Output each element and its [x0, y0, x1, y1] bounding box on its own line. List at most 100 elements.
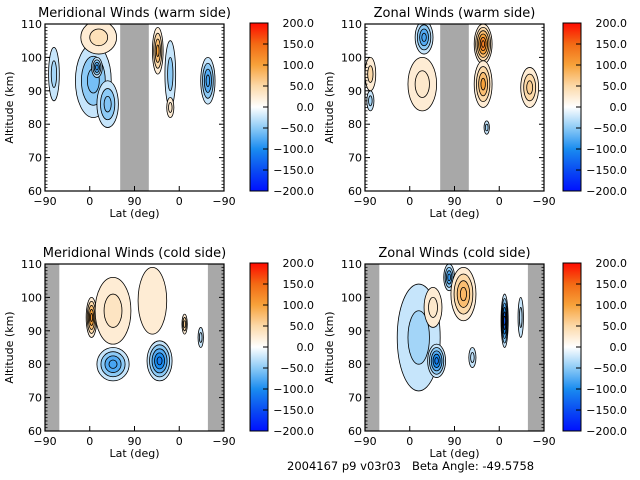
contour-level — [480, 77, 486, 91]
contour-feature — [94, 276, 132, 345]
x-tick-label: 0 — [406, 435, 413, 448]
y-tick-label: 80 — [28, 118, 42, 131]
colorbar-tick-label: 150.0 — [283, 38, 315, 51]
colorbar-tick-label: −200.0 — [273, 425, 314, 438]
colorbar-tick-label: 0.0 — [610, 341, 628, 354]
contour-feature — [137, 266, 168, 335]
nodata-band — [120, 24, 149, 191]
y-tick-label: 110 — [341, 18, 362, 31]
colorbar-tick-label: 100.0 — [596, 299, 628, 312]
y-tick-label: 100 — [21, 51, 42, 64]
y-tick-label: 90 — [28, 325, 42, 338]
y-tick-label: 80 — [28, 358, 42, 371]
contour-level — [481, 40, 486, 48]
colorbar-tick-label: 150.0 — [596, 38, 628, 51]
colorbar-tick-label: 50.0 — [290, 80, 315, 93]
colorbar-tick-label: −50.0 — [280, 362, 314, 375]
y-tick-label: 90 — [28, 85, 42, 98]
contour-feature — [80, 24, 117, 55]
colorbar: 200.0 150.0 100.0 50.0 0.0 −50.0 −100.0 −150.0 −… — [249, 257, 315, 438]
contour-feature — [500, 293, 509, 348]
colorbar-tick-label: 100.0 — [283, 299, 315, 312]
contour-level — [137, 266, 168, 335]
plot-background — [45, 264, 224, 431]
contour-feature — [85, 296, 98, 338]
y-axis-label: Altitude (km) — [3, 311, 16, 383]
chart-title: Zonal Winds (warm side) — [374, 6, 536, 21]
y-axis-label: Altitude (km) — [323, 71, 336, 143]
colorbar-tick-label: 200.0 — [596, 257, 628, 270]
y-tick-label: 70 — [348, 392, 362, 405]
y-tick-label: 60 — [348, 185, 362, 198]
nodata-band — [45, 264, 60, 431]
x-tick-label: −90 — [532, 195, 555, 208]
contour-feature — [414, 24, 434, 55]
x-tick-label: 90 — [448, 195, 462, 208]
colorbar-tick-label: 50.0 — [603, 320, 628, 333]
contour-feature — [423, 286, 443, 328]
contour-level — [103, 293, 123, 328]
x-tick-label: −90 — [212, 195, 235, 208]
colorbar-tick-label: −50.0 — [593, 122, 627, 135]
colorbar-tick-label: 100.0 — [283, 59, 315, 72]
colorbar-tick-label: −200.0 — [586, 425, 627, 438]
contour-level — [503, 315, 507, 326]
footer-pass: p9 — [341, 459, 357, 473]
y-tick-label: 60 — [28, 425, 42, 438]
contour-level — [168, 102, 173, 113]
x-tick-label: 90 — [128, 195, 142, 208]
contour-feature — [48, 46, 60, 102]
colorbar-tick-label: −150.0 — [586, 404, 627, 417]
contour-feature — [520, 67, 540, 108]
colorbar-tick-label: 150.0 — [596, 278, 628, 291]
colorbar-tick-label: 50.0 — [603, 80, 628, 93]
contour-level — [414, 70, 430, 98]
colorbar-tick-label: −100.0 — [586, 383, 627, 396]
x-tick-label: 0 — [86, 195, 93, 208]
y-tick-label: 90 — [348, 85, 362, 98]
chart-title: Meridional Winds (warm side) — [38, 6, 231, 21]
y-tick-label: 70 — [348, 152, 362, 165]
contour-feature — [166, 97, 175, 118]
x-tick-label: 0 — [86, 435, 93, 448]
colorbar-tick-label: 0.0 — [297, 101, 315, 114]
colorbar: 200.0 150.0 100.0 50.0 0.0 −50.0 −100.0 −150.0 −… — [249, 17, 315, 198]
x-axis-label: Lat (deg) — [110, 447, 160, 460]
contour-level — [470, 352, 475, 363]
colorbar-tick-label: −100.0 — [586, 143, 627, 156]
colorbar-tick-label: −150.0 — [273, 164, 314, 177]
contour-feature — [473, 24, 493, 65]
contour-feature — [91, 56, 103, 78]
contour-feature — [200, 57, 216, 105]
x-tick-label: 90 — [128, 435, 142, 448]
footer-version: v03r03 — [360, 459, 401, 473]
x-tick-label: −90 — [532, 435, 555, 448]
colorbar-tick-label: −200.0 — [586, 185, 627, 198]
plot-area — [365, 24, 544, 191]
x-tick-label: 0 — [496, 195, 503, 208]
contour-level — [434, 357, 439, 365]
y-tick-label: 100 — [21, 291, 42, 304]
contour-level — [367, 65, 374, 83]
y-tick-label: 80 — [348, 358, 362, 371]
contour-feature — [427, 343, 446, 378]
colorbar-tick-label: 0.0 — [610, 101, 628, 114]
contour-level — [103, 95, 112, 113]
x-tick-label: 0 — [176, 195, 183, 208]
y-tick-label: 100 — [341, 291, 362, 304]
x-tick-label: −90 — [33, 435, 56, 448]
y-tick-label: 110 — [21, 258, 42, 271]
colorbar: 200.0 150.0 100.0 50.0 0.0 −50.0 −100.0 −150.0 −… — [562, 257, 628, 438]
contour-level — [421, 32, 427, 42]
y-tick-label: 60 — [28, 185, 42, 198]
contour-level — [50, 60, 58, 88]
x-tick-label: 90 — [448, 435, 462, 448]
contour-feature — [365, 57, 377, 92]
y-tick-label: 60 — [348, 425, 362, 438]
contour-feature — [468, 347, 477, 368]
colorbar-tick-label: 200.0 — [596, 17, 628, 30]
y-tick-label: 70 — [28, 152, 42, 165]
